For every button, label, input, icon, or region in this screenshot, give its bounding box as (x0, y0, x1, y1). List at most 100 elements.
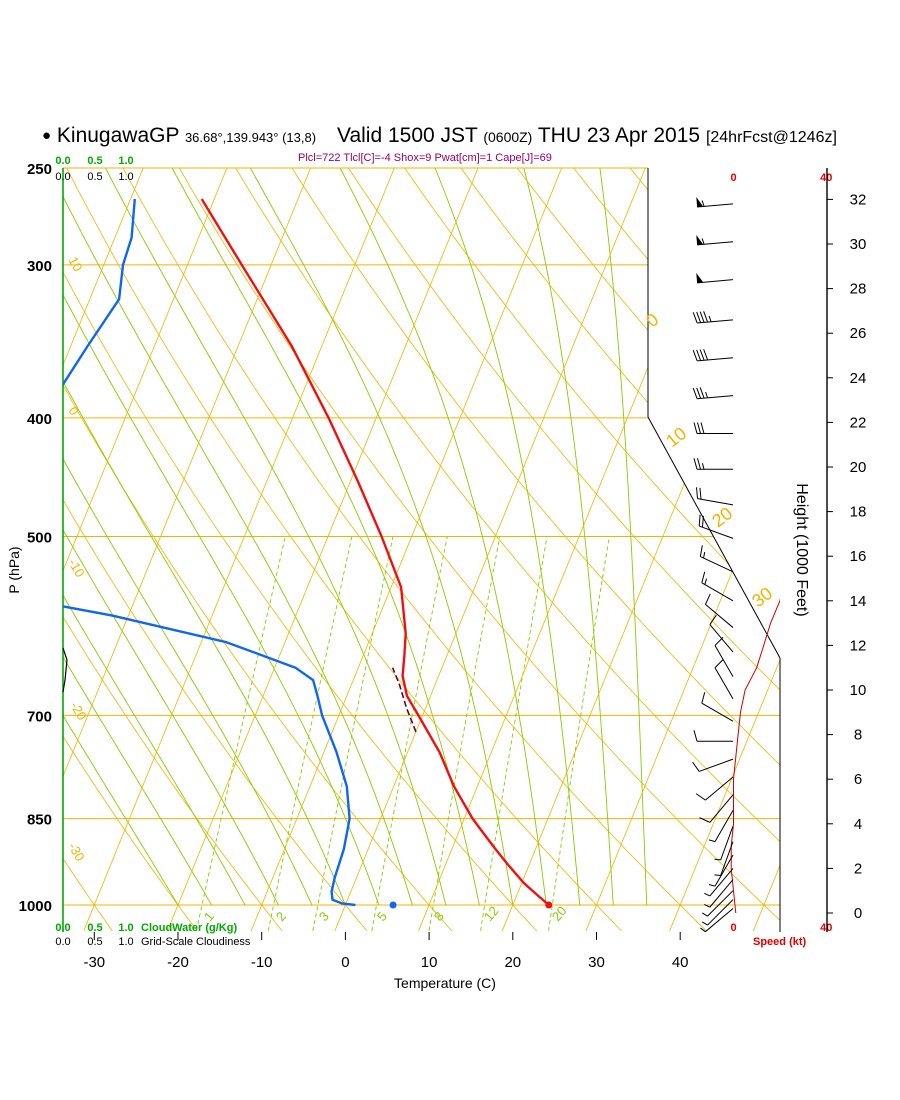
wind-barb (692, 387, 734, 400)
mixing-ratio-label: 3 (316, 909, 332, 924)
pressure-tick-label: 1000 (19, 898, 52, 915)
wind-barb (692, 758, 734, 772)
wind-barb-flag (696, 234, 704, 245)
forecast-run: [24hrFcst@1246z] (705, 129, 837, 146)
wind-barb-half-feather (708, 839, 716, 843)
mixing-ratio-label: 12 (481, 903, 502, 924)
moist-adiabat (105, 168, 447, 906)
dry-adiabat (835, 146, 900, 931)
mixing-ratio-label: 5 (374, 909, 390, 924)
wind-barb-feather (699, 387, 705, 399)
wind-barb-staff (714, 667, 734, 700)
moist-adiabat (63, 594, 246, 906)
isotherm-line (83, 168, 404, 932)
wind-barb-half-feather (701, 912, 708, 917)
wind-barb-staff (707, 899, 734, 926)
wind-barb (696, 234, 734, 246)
wind-barb-half-feather (708, 884, 716, 887)
height-tick-label: 20 (850, 459, 867, 476)
height-tick-label: 24 (850, 370, 867, 387)
temperature-tick-label: 0 (341, 954, 349, 971)
wind-barb-feather (696, 487, 699, 499)
cloudiness-tick-bottom: 1.0 (118, 936, 133, 948)
cloudiness-tick-bottom: 0.5 (87, 936, 102, 948)
wind-barb-staff (705, 604, 734, 628)
cloudiness-tick-top: 0.5 (87, 171, 102, 183)
wind-barb-staff (714, 645, 734, 677)
temperature-tick-label: 20 (504, 954, 521, 971)
height-tick-label: 10 (850, 682, 867, 699)
height-tick-label: 14 (850, 593, 867, 610)
isotherm-line (63, 168, 153, 932)
isotherm-line (167, 168, 488, 932)
moist-adiabat (63, 458, 313, 906)
wind-barb-staff (697, 498, 734, 506)
dry-adiabat (63, 168, 113, 932)
wind-barb (708, 810, 734, 843)
station-dot-icon: ● (42, 127, 52, 144)
wind-barb-staff (714, 810, 734, 842)
wind-barb-half-feather (702, 463, 705, 470)
wind-barb (692, 349, 734, 362)
height-tick-label: 6 (854, 771, 862, 788)
wind-barb (701, 890, 734, 917)
wind-speed-tick-bottom: 0 (730, 922, 736, 934)
temperature-tick-label: -20 (167, 954, 189, 971)
moist-adiabat (523, 168, 614, 906)
isotherm-label: 0 (65, 404, 82, 418)
cloud-water-tick-top: 0.0 (55, 155, 70, 167)
wind-barb (701, 899, 734, 926)
wind-barb-feather (692, 761, 700, 772)
moist-adiabat (171, 168, 480, 906)
cloudiness-tick-top: 1.0 (118, 171, 133, 183)
isotherm-line (334, 168, 655, 932)
dry-adiabat (891, 146, 900, 931)
cloud-water-tick-bottom: 1.0 (118, 922, 133, 934)
moist-adiabat (599, 168, 648, 906)
mixing-ratio-line (480, 536, 548, 931)
isotherm-line (63, 168, 237, 932)
wind-speed-profile (730, 597, 780, 914)
wind-barb-feather (692, 387, 698, 399)
parcel-profile (391, 667, 417, 733)
moist-adiabat (63, 293, 380, 906)
dry-adiabat (63, 168, 453, 932)
height-tick-label: 2 (854, 860, 862, 877)
isotherm-line (585, 168, 780, 932)
cloudiness-trace (62, 647, 68, 693)
surface-temperature-dot (545, 901, 553, 909)
wind-barb-staff (700, 556, 734, 573)
wind-barb (714, 825, 734, 861)
wind-barb (693, 422, 733, 435)
isotherm-line (669, 168, 780, 932)
wind-barb-staff (697, 357, 734, 362)
mixing-ratio-line (312, 536, 394, 931)
temperature-profile (200, 198, 550, 906)
temperature-tick-label: -30 (83, 954, 105, 971)
height-tick-label: 12 (850, 637, 867, 654)
wind-barb-feather (693, 422, 698, 434)
wind-speed-axis-label: Speed (kt) (753, 936, 807, 948)
wind-barb-staff (705, 908, 734, 933)
height-tick-label: 30 (850, 236, 867, 253)
cloud-water-axis-label: CloudWater (g/Kg) (141, 922, 237, 934)
dry-adiabat (333, 168, 780, 932)
mixing-ratio-label: 8 (431, 909, 447, 924)
dry-adiabat (63, 168, 537, 932)
cloud-water-tick-top: 1.0 (118, 155, 133, 167)
wind-barb (696, 197, 734, 208)
wind-barb-feather (692, 312, 698, 324)
wind-barb-feather (696, 349, 702, 361)
wind-barb-feather (714, 659, 724, 669)
dry-adiabat (445, 168, 780, 932)
wind-barb-feather (695, 793, 706, 801)
wind-barb-staff (697, 395, 734, 400)
wind-barb-feather (699, 487, 702, 500)
mixing-ratio-line (371, 536, 448, 931)
wind-barb-half-feather (704, 903, 711, 908)
wind-barb (693, 730, 733, 742)
x-axis-label: Temperature (C) (394, 975, 496, 991)
wind-barb-feather (698, 514, 701, 527)
wind-barb (696, 487, 734, 506)
